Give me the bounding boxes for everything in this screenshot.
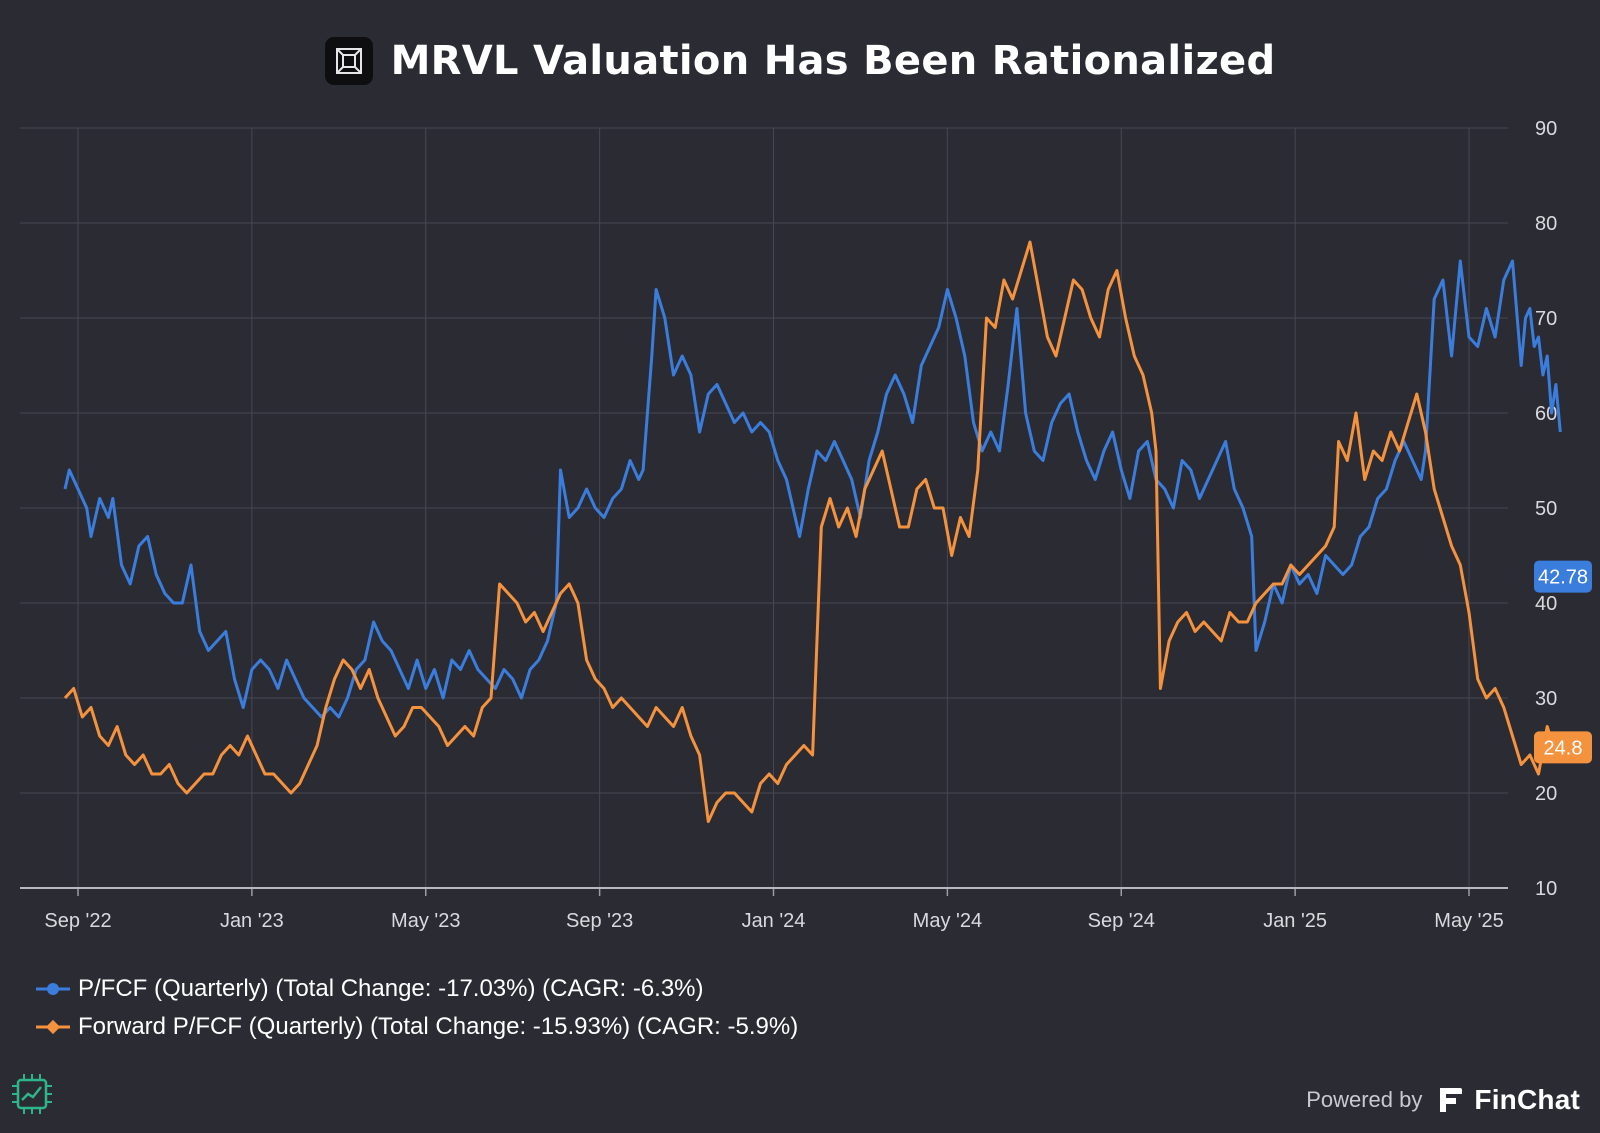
y-tick-label: 20: [1535, 783, 1557, 805]
legend-marker-forward-pfcf: [36, 1019, 70, 1035]
powered-by-text: Powered by: [1306, 1087, 1423, 1112]
x-tick-label: May '25: [1434, 910, 1503, 932]
x-tick-label: Sep '23: [566, 910, 633, 932]
x-tick-label: Jan '24: [742, 910, 806, 932]
x-tick-label: May '23: [391, 910, 460, 932]
y-tick-label: 40: [1535, 593, 1557, 615]
legend-label-forward-pfcf: Forward P/FCF (Quarterly) (Total Change:…: [78, 1013, 799, 1040]
chart-title: MRVL Valuation Has Been Rationalized: [0, 30, 1600, 92]
series-line-forward-pfcf: [63, 240, 1562, 823]
x-tick-label: May '24: [913, 910, 982, 932]
x-tick-label: Jan '23: [220, 910, 284, 932]
last-value-badge: [1534, 560, 1592, 593]
y-tick-label: 90: [1535, 118, 1557, 140]
y-tick-label: 80: [1535, 213, 1557, 235]
last-value-label: 42.78: [1538, 567, 1588, 589]
finchat-brand-name: FinChat: [1474, 1084, 1580, 1115]
x-tick-label: Jan '25: [1263, 910, 1327, 932]
y-tick-label: 70: [1535, 308, 1557, 330]
legend-item-pfcf[interactable]: P/FCF (Quarterly) (Total Change: -17.03%…: [36, 970, 798, 1008]
chip-chart-icon: [10, 1072, 54, 1116]
finchat-logo-icon: [1440, 1088, 1463, 1112]
last-value-label: 24.8: [1544, 737, 1583, 759]
legend-item-forward-pfcf[interactable]: Forward P/FCF (Quarterly) (Total Change:…: [36, 1008, 798, 1046]
x-tick-label: Sep '22: [44, 910, 111, 932]
series-line-pfcf: [63, 259, 1562, 719]
chart-title-text: MRVL Valuation Has Been Rationalized: [390, 38, 1276, 84]
last-value-badge: [1534, 731, 1592, 764]
finchat-box-icon: [324, 37, 373, 85]
legend-label-pfcf: P/FCF (Quarterly) (Total Change: -17.03%…: [78, 975, 704, 1002]
y-tick-label: 10: [1535, 878, 1557, 900]
y-tick-label: 50: [1535, 498, 1557, 520]
chart-legend: P/FCF (Quarterly) (Total Change: -17.03%…: [36, 970, 798, 1046]
y-tick-label: 30: [1535, 688, 1557, 710]
legend-marker-pfcf: [36, 983, 70, 995]
powered-by[interactable]: Powered by FinChat: [1306, 1080, 1580, 1120]
x-tick-label: Sep '24: [1088, 910, 1155, 932]
